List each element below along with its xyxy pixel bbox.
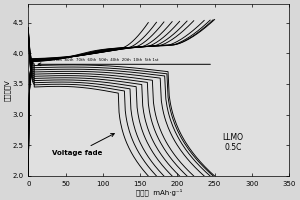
Text: LLMO
0.5C: LLMO 0.5C: [223, 133, 244, 152]
X-axis label: 比容量  mAh·g⁻¹: 比容量 mAh·g⁻¹: [136, 188, 182, 196]
Text: 100th  90th  80th  70th  60th  50th  40th  20th  10th  5th 1st: 100th 90th 80th 70th 60th 50th 40th 20th…: [40, 58, 159, 62]
Y-axis label: 比容量，V: 比容量，V: [4, 79, 11, 101]
Text: Voltage fade: Voltage fade: [52, 134, 114, 156]
